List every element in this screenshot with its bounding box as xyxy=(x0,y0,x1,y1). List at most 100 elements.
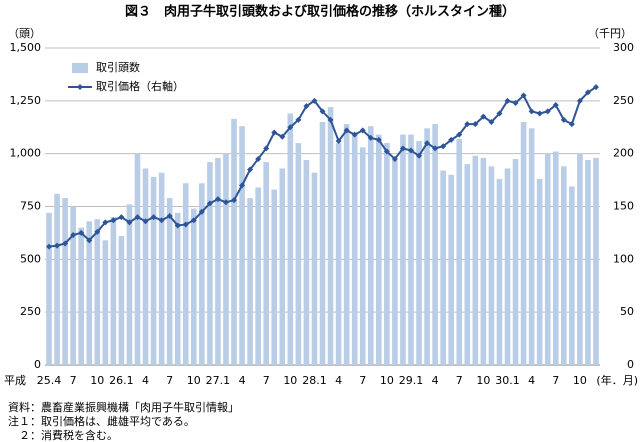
x-tick-label: 4 xyxy=(335,374,342,387)
bar xyxy=(255,187,261,365)
bar xyxy=(54,193,60,365)
marker xyxy=(416,152,423,159)
bar xyxy=(62,198,68,365)
bar xyxy=(448,174,454,365)
x-tick-label: 7 xyxy=(552,374,559,387)
legend-swatch xyxy=(77,84,83,90)
bar xyxy=(367,126,374,366)
x-tick-label: 10 xyxy=(380,374,394,387)
note: 注１：取引価格は、雌雄平均である。 xyxy=(8,414,195,428)
y-tick-label: 1,000 xyxy=(10,147,42,160)
x-axis-label: (年．月) xyxy=(596,373,638,387)
bar xyxy=(303,160,310,365)
marker xyxy=(544,108,551,115)
marker xyxy=(488,118,495,125)
marker xyxy=(166,213,173,220)
note: 資料：農畜産業振興機構「肉用子牛取引情報」 xyxy=(8,400,239,414)
bar xyxy=(593,157,599,365)
bar xyxy=(239,126,245,366)
marker xyxy=(480,113,487,120)
bar xyxy=(327,107,334,365)
marker xyxy=(375,136,382,143)
bar xyxy=(408,134,414,365)
marker xyxy=(247,166,254,173)
marker xyxy=(126,219,133,226)
marker xyxy=(464,121,471,128)
x-tick-label: 26.1 xyxy=(109,374,134,387)
y2-tick-label: 200 xyxy=(613,147,634,160)
marker xyxy=(432,145,439,152)
x-tick-label: 7 xyxy=(456,374,463,387)
marker xyxy=(311,97,318,104)
x-tick-label: 27.1 xyxy=(206,374,231,387)
bar xyxy=(287,113,294,365)
marker xyxy=(118,214,125,221)
x-prefix: 平成 xyxy=(4,374,26,387)
bar xyxy=(464,164,471,365)
bar xyxy=(215,157,221,365)
bar xyxy=(78,227,84,365)
marker xyxy=(448,136,455,143)
marker xyxy=(198,208,205,215)
marker xyxy=(391,155,398,162)
x-tick-label: 4 xyxy=(528,374,535,387)
marker xyxy=(576,97,583,104)
x-tick-label: 10 xyxy=(283,374,297,387)
marker xyxy=(206,200,213,207)
note: ２：消費税を含む。 xyxy=(8,428,118,442)
bar xyxy=(335,143,342,365)
marker xyxy=(102,219,109,226)
x-tick-label: 10 xyxy=(573,374,587,387)
bar xyxy=(569,186,575,365)
marker xyxy=(271,129,278,136)
marker xyxy=(287,124,294,131)
marker xyxy=(295,116,302,123)
marker xyxy=(70,232,77,239)
y-tick-label: 1,250 xyxy=(10,94,42,107)
marker xyxy=(62,240,69,247)
marker xyxy=(174,222,181,229)
bar xyxy=(544,153,551,365)
bar xyxy=(343,124,350,365)
bar xyxy=(552,151,559,365)
bar xyxy=(110,217,117,365)
bar xyxy=(311,172,318,365)
marker xyxy=(303,103,310,110)
marker xyxy=(496,110,503,117)
y-tick-label: 250 xyxy=(20,305,41,318)
bar xyxy=(295,143,302,365)
x-tick-label: 7 xyxy=(263,374,270,387)
marker xyxy=(520,92,527,99)
x-tick-label: 7 xyxy=(359,374,366,387)
x-tick-label: 29.1 xyxy=(399,374,424,387)
bar xyxy=(319,121,326,365)
bar xyxy=(102,240,109,365)
bar xyxy=(512,158,519,365)
marker xyxy=(158,217,165,224)
y-tick-label: 500 xyxy=(20,252,41,265)
bar xyxy=(86,221,93,365)
bar xyxy=(118,236,125,365)
marker xyxy=(383,148,390,155)
bar xyxy=(440,170,446,365)
y2-tick-label: 100 xyxy=(613,252,634,265)
x-tick-label: 10 xyxy=(90,374,104,387)
bar xyxy=(263,162,269,365)
marker xyxy=(528,108,535,115)
marker xyxy=(231,197,238,204)
y2-tick-label: 0 xyxy=(627,358,634,371)
x-tick-label: 7 xyxy=(166,374,173,387)
y2-tick-label: 150 xyxy=(613,200,634,213)
bar xyxy=(577,153,583,365)
bar xyxy=(488,166,495,365)
marker xyxy=(456,131,463,138)
bar xyxy=(150,176,157,365)
x-tick-label: 10 xyxy=(476,374,490,387)
bar xyxy=(351,134,358,365)
marker xyxy=(46,243,53,250)
marker xyxy=(536,110,543,117)
marker xyxy=(86,237,93,244)
x-tick-label: 10 xyxy=(187,374,201,387)
bar xyxy=(207,162,213,365)
